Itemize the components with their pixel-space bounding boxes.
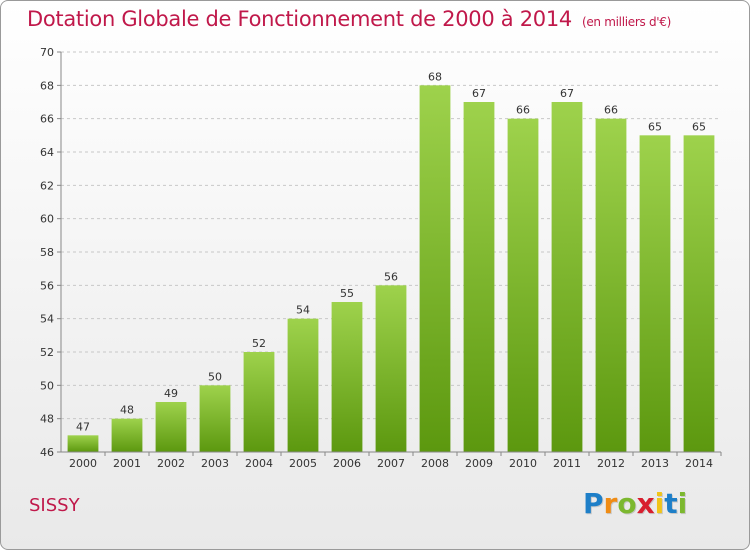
logo-letter: i (677, 487, 688, 520)
value-label: 65 (648, 120, 662, 133)
logo-letter: o (617, 487, 637, 520)
bar (551, 102, 583, 452)
x-tick-label: 2001 (113, 457, 141, 470)
value-label: 52 (252, 337, 266, 350)
bar (507, 118, 539, 453)
y-tick-label: 52 (40, 346, 54, 359)
logo-letter: r (603, 487, 618, 520)
value-label: 68 (428, 70, 442, 83)
value-label: 67 (472, 87, 486, 100)
bar (419, 85, 451, 452)
x-tick-label: 2008 (421, 457, 449, 470)
x-tick-label: 2004 (245, 457, 273, 470)
value-label: 66 (604, 104, 618, 117)
value-label: 66 (516, 104, 530, 117)
value-label: 56 (384, 270, 398, 283)
y-tick-label: 62 (40, 179, 54, 192)
axis-layer: 46 48 50 52 54 56 58 60 62 64 66 68 70 2000 2001 2002 20… (40, 46, 722, 470)
y-tick-label: 66 (40, 113, 54, 126)
x-tick-label: 2010 (509, 457, 537, 470)
value-label: 67 (560, 87, 574, 100)
x-tick-label: 2009 (465, 457, 493, 470)
x-tick-label: 2007 (377, 457, 405, 470)
bar (287, 318, 319, 452)
value-label: 48 (120, 404, 134, 417)
unit-note: (en milliers d'€) (581, 15, 671, 29)
y-tick-label: 48 (40, 413, 54, 426)
y-tick-label: 60 (40, 213, 54, 226)
value-label: 50 (208, 370, 222, 383)
logo-letter: t (664, 487, 678, 520)
y-tick-label: 58 (40, 246, 54, 259)
commune-name: SISSY (29, 495, 80, 516)
x-tick-label: 2003 (201, 457, 229, 470)
x-tick-label: 2013 (641, 457, 669, 470)
bar (463, 102, 495, 452)
value-label: 47 (76, 420, 90, 433)
x-tick-label: 2002 (157, 457, 185, 470)
y-tick-label: 50 (40, 379, 54, 392)
title-text: Dotation Globale de Fonctionnement de 20… (27, 7, 572, 31)
bar (243, 352, 275, 452)
bar (155, 402, 187, 452)
logo-letter: P (583, 487, 604, 520)
y-tick-label: 70 (40, 46, 54, 59)
bar (67, 435, 99, 452)
logo-letter: x (636, 487, 655, 520)
value-label: 65 (692, 120, 706, 133)
y-tick-label: 54 (40, 313, 54, 326)
y-tick-label: 68 (40, 79, 54, 92)
x-tick-label: 2012 (597, 457, 625, 470)
logo-letter: i (654, 487, 665, 520)
bar (595, 118, 627, 453)
value-label: 55 (340, 287, 354, 300)
bar (331, 302, 363, 452)
x-tick-label: 2006 (333, 457, 361, 470)
proxiti-logo: Proxiti (583, 487, 687, 520)
value-label: 54 (296, 304, 310, 317)
x-tick-label: 2005 (289, 457, 317, 470)
x-tick-label: 2011 (553, 457, 581, 470)
bars-layer (67, 85, 715, 453)
x-tick-label: 2000 (69, 457, 97, 470)
chart-title: Dotation Globale de Fonctionnement de 20… (27, 7, 671, 31)
bar (683, 135, 715, 453)
bar (199, 385, 231, 452)
value-label: 49 (164, 387, 178, 400)
bar (111, 418, 143, 452)
x-tick-label: 2014 (685, 457, 713, 470)
bar (375, 285, 407, 452)
bar (639, 135, 671, 453)
y-tick-label: 46 (40, 446, 54, 459)
y-tick-label: 56 (40, 279, 54, 292)
y-tick-label: 64 (40, 146, 54, 159)
value-labels-layer: 47 48 49 50 52 54 55 56 68 67 66 67 66 65 65 (76, 70, 706, 433)
